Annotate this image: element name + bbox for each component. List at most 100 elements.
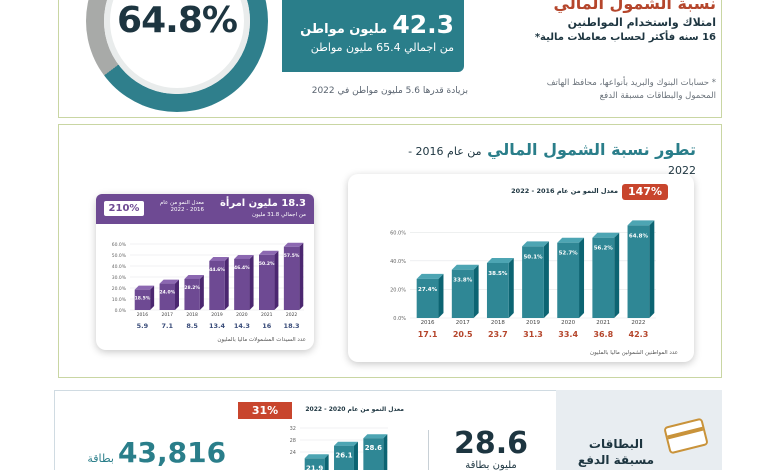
bar-top — [159, 279, 179, 284]
value-label: 28.2% — [184, 285, 200, 291]
footnote: * حسابات البنوك والبريد بأنواعها، محافظ … — [546, 78, 716, 101]
y-tick-label: 0.0% — [393, 316, 406, 322]
category-label: 2022 — [286, 312, 298, 318]
inclusion-percent: 64.8% — [117, 0, 238, 41]
value-label: 50.2% — [259, 261, 275, 267]
bar-top — [486, 258, 514, 263]
bar-2016 — [416, 278, 439, 318]
count-label: 5.9 — [137, 322, 149, 330]
bar-side — [150, 285, 155, 310]
bar-side — [174, 279, 179, 310]
y-tick-label: 40.0% — [390, 259, 406, 265]
bar-side — [508, 258, 514, 318]
bar-2020 — [557, 242, 580, 318]
prepaid-bar-chart: 24 28 32 21.9 26.1 28.6 — [290, 426, 388, 470]
value-label: 50.1% — [523, 254, 543, 260]
bar-2016 — [134, 289, 151, 310]
bar-side — [299, 242, 304, 310]
y-tick-label: 10.0% — [112, 297, 127, 303]
count-label: 7.1 — [162, 322, 174, 330]
count-label: 36.8 — [593, 330, 613, 339]
y-tick-label: 30.0% — [112, 275, 127, 281]
count-label: 8.5 — [186, 322, 198, 330]
bar-side — [473, 264, 479, 318]
category-label: 2021 — [596, 320, 610, 326]
cards-unit: مليون بطاقة — [465, 460, 517, 471]
category-label: 2020 — [561, 320, 575, 326]
y-tick-label: 24 — [290, 450, 296, 456]
bar-side — [199, 274, 204, 310]
bar-top — [304, 454, 329, 459]
category-label: 2019 — [211, 312, 223, 318]
bar-2020 — [304, 458, 325, 470]
category-label: 2019 — [526, 320, 540, 326]
growth-badge: 147% — [622, 184, 668, 200]
value-label: 33.8% — [453, 278, 473, 284]
bar-side — [324, 454, 329, 470]
value-label: 24.0% — [159, 290, 175, 296]
bar-side — [353, 441, 358, 470]
count-label: 31.3 — [523, 330, 543, 339]
bar-top — [363, 434, 388, 439]
value-label: 44.6% — [209, 267, 225, 273]
y-tick-label: 32 — [290, 426, 296, 432]
prepaid-label: البطاقات مسبقة الدفع — [572, 436, 660, 468]
category-label: 2016 — [137, 312, 149, 318]
bar-2021 — [259, 254, 275, 310]
value-label: 21.9 — [306, 464, 323, 470]
women-header-value: 18.3 مليون امرأة — [220, 198, 306, 209]
women-growth-badge: 210% — [104, 201, 144, 216]
bar-2019 — [522, 246, 544, 318]
bar-2019 — [209, 260, 225, 310]
bar-2020 — [234, 258, 250, 310]
category-label: 2021 — [261, 312, 273, 318]
citizens-bar-chart: 0.0% 20.0% 40.0% 60.0% 27.4% 2016 17.1 33.8% 201… — [390, 220, 656, 339]
bar-top — [283, 242, 304, 247]
bar-top — [259, 250, 279, 255]
y-tick-label: 60.0% — [112, 242, 127, 248]
inclusion-title: نسبة الشمول المالي — [553, 0, 717, 13]
cards-value: 28.6 — [453, 426, 529, 461]
y-tick-label: 28 — [290, 438, 296, 444]
citizens-card: 42.3 مليون مواطن من اجمالي 65.4 مليون مو… — [282, 0, 464, 72]
women-header-total: من اجمالي 31.8 مليون — [252, 212, 306, 218]
category-label: 2016 — [421, 320, 435, 326]
bar-top — [416, 273, 444, 279]
value-label: 56.2% — [594, 246, 614, 252]
value-label: 64.8% — [629, 233, 649, 239]
bar-2018 — [486, 263, 509, 318]
bar-side — [249, 254, 254, 310]
bar-2021 — [592, 237, 615, 318]
bar-2022 — [283, 246, 300, 310]
ownership-line-1: امتلاك واستخدام المواطنين — [567, 16, 716, 29]
bar-top — [184, 274, 204, 279]
y-tick-label: 60.0% — [390, 230, 406, 236]
bar-top — [627, 220, 655, 226]
value-label: 52.7% — [559, 251, 579, 257]
prepaid-label-1: البطاقات — [588, 437, 644, 451]
evolution-title-sub: من عام 2016 - 2022 — [408, 145, 696, 177]
women-count-caption: عدد السيدات المشمولات ماليا بالمليون — [217, 337, 306, 343]
bar-top — [557, 237, 585, 243]
bar-side — [274, 250, 279, 310]
prepaid-chart-card: 31% معدل النمو من عام 2020 - 2022 24 28 32… — [238, 398, 418, 470]
citizens-unit: مليون مواطن — [300, 22, 388, 37]
category-label: 2018 — [491, 320, 505, 326]
women-bar-chart: 0.0% 10.0% 20.0% 30.0% 40.0% 50.0% 60.0% 18.5% 2… — [112, 242, 304, 330]
category-label: 2018 — [186, 312, 198, 318]
bar-2022 — [363, 438, 384, 470]
prepaid-growth-badge: 31% — [238, 402, 292, 419]
value-label: 38.5% — [488, 271, 508, 277]
bar-top — [451, 264, 479, 270]
count-label: 14.3 — [234, 322, 250, 330]
women-growth-label: معدل النمو من عام 2016 - 2022 — [159, 200, 204, 213]
bottom-divider — [428, 430, 429, 470]
bar-side — [649, 220, 655, 318]
y-tick-label: 50.0% — [112, 253, 127, 259]
bar-side — [383, 434, 388, 470]
y-tick-label: 20.0% — [390, 287, 406, 293]
bar-2018 — [184, 278, 200, 310]
value-label: 57.5% — [284, 253, 300, 259]
bar-side — [224, 256, 229, 310]
bar-top — [592, 232, 620, 238]
